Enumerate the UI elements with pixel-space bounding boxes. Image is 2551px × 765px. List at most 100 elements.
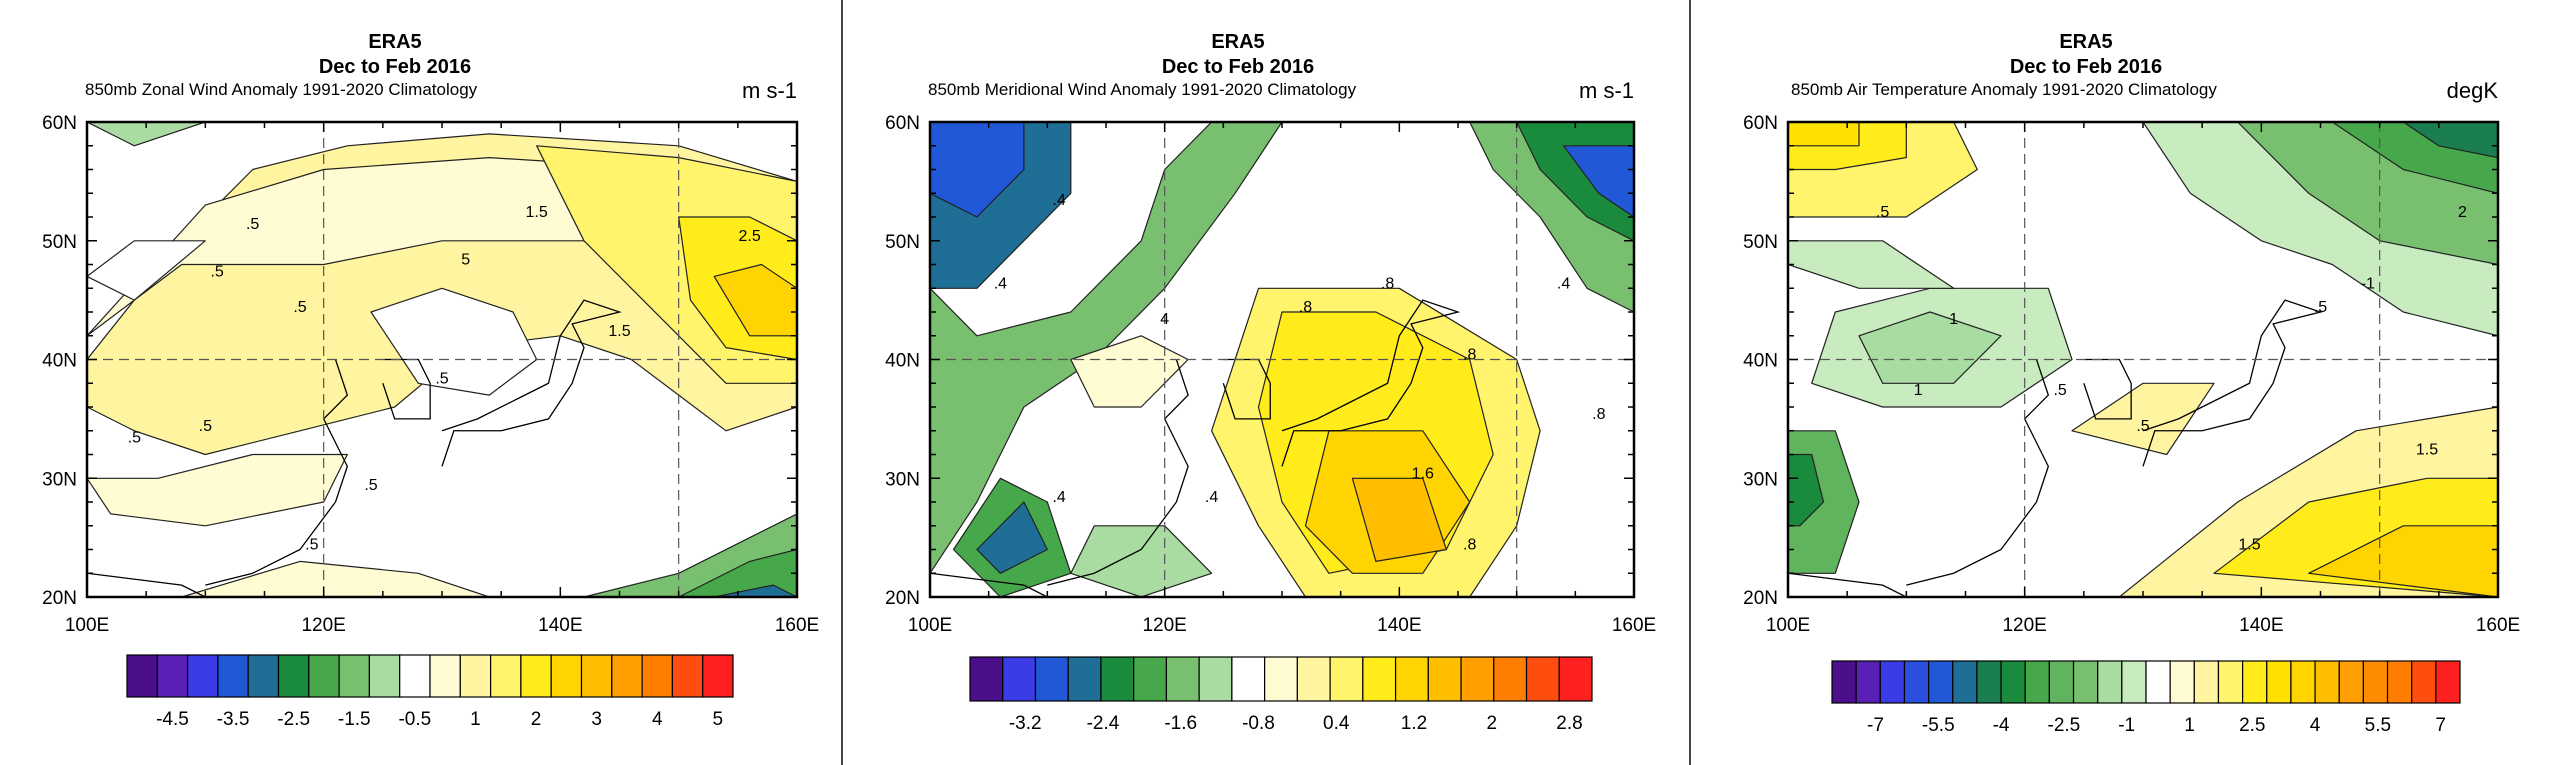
anomaly-region bbox=[713, 584, 797, 597]
contour-label: .5 bbox=[210, 263, 223, 280]
panel-divider bbox=[841, 0, 843, 765]
dataset-title: ERA5 bbox=[368, 31, 421, 53]
coastline bbox=[930, 572, 1048, 597]
y-tick-label: 20N bbox=[1743, 588, 1778, 609]
contour-label: .4 bbox=[1052, 489, 1065, 506]
colorbar-label: 1.2 bbox=[1401, 713, 1427, 734]
colorbar-box bbox=[2169, 660, 2195, 704]
y-tick-label: 50N bbox=[885, 232, 920, 253]
anomaly-region bbox=[2402, 122, 2498, 159]
colorbar-box bbox=[490, 654, 522, 698]
contour-label: .4 bbox=[994, 275, 1007, 292]
colorbar-box bbox=[611, 654, 643, 698]
colorbar-box bbox=[1394, 656, 1429, 702]
colorbar-label: 0.4 bbox=[1323, 713, 1350, 734]
contour-label: .5 bbox=[364, 477, 377, 494]
colorbar-box bbox=[1855, 660, 1881, 704]
colorbar-box bbox=[1903, 660, 1930, 704]
colorbar-label: 4 bbox=[2310, 715, 2321, 736]
colorbar-box bbox=[2048, 660, 2075, 704]
colorbar-label: -4.5 bbox=[156, 709, 189, 730]
anomaly-region bbox=[1351, 477, 1447, 563]
colorbar-box bbox=[2411, 660, 2437, 704]
colorbar-box bbox=[308, 654, 340, 698]
colorbar-box bbox=[429, 654, 461, 698]
contour-label: .8 bbox=[1592, 406, 1605, 423]
contour-label: .5 bbox=[2314, 299, 2327, 316]
y-tick-label: 30N bbox=[1743, 469, 1778, 490]
contour-label: 1.5 bbox=[2416, 442, 2438, 459]
colorbar-box bbox=[217, 654, 249, 698]
colorbar-box bbox=[1231, 656, 1266, 702]
colorbar-box bbox=[2217, 660, 2244, 704]
variable-label: 850mb Meridional Wind Anomaly 1991-2020 … bbox=[928, 80, 1357, 99]
contour-label: .5 bbox=[246, 216, 259, 233]
contour-label: 1 bbox=[1949, 311, 1958, 328]
colorbar-box bbox=[1493, 656, 1528, 702]
colorbar-label: -0.5 bbox=[398, 709, 431, 730]
colorbar-box bbox=[1067, 656, 1102, 702]
season-title: Dec to Feb 2016 bbox=[1162, 56, 1314, 78]
contour-label: 1.5 bbox=[526, 204, 548, 221]
coastline bbox=[205, 359, 349, 586]
contour-label: .5 bbox=[199, 418, 212, 435]
contour-label: .8 bbox=[1299, 299, 1312, 316]
colorbar-box bbox=[1952, 660, 1978, 704]
anomaly-region bbox=[87, 453, 348, 527]
x-tick-label: 160E bbox=[775, 615, 819, 636]
y-tick-label: 60N bbox=[1743, 113, 1778, 134]
x-tick-label: 120E bbox=[2002, 615, 2046, 636]
contour-label: 1.5 bbox=[608, 323, 630, 340]
x-tick-label: 100E bbox=[1766, 615, 1810, 636]
colorbar-label: -4 bbox=[1993, 715, 2010, 736]
anomaly-region bbox=[1788, 240, 1955, 289]
contour-label: .5 bbox=[435, 370, 448, 387]
colorbar-box bbox=[2145, 660, 2171, 704]
colorbar-label: -2.5 bbox=[2048, 715, 2081, 736]
colorbar-box bbox=[1100, 656, 1135, 702]
y-tick-label: 50N bbox=[1743, 232, 1778, 253]
colorbar-label: -5.5 bbox=[1922, 715, 1955, 736]
anomaly-region bbox=[713, 263, 797, 337]
anomaly-region bbox=[678, 548, 797, 597]
shaded-field: .5 .5 .5 .5 1.5 2.5 .5 1.5 .5 5 .5 .5 bbox=[87, 122, 797, 597]
y-tick-label: 40N bbox=[1743, 351, 1778, 372]
anomaly-region bbox=[976, 501, 1048, 574]
coastline bbox=[1047, 359, 1189, 586]
colorbar-label: 5.5 bbox=[2365, 715, 2391, 736]
x-tick-label: 120E bbox=[301, 615, 345, 636]
contour-label: .4 bbox=[1052, 192, 1065, 209]
dataset-title: ERA5 bbox=[1211, 31, 1264, 53]
colorbar-box bbox=[247, 654, 280, 698]
colorbar-label: -1.5 bbox=[338, 709, 371, 730]
x-tick-label: 160E bbox=[1612, 615, 1656, 636]
y-tick-label: 50N bbox=[42, 232, 77, 253]
contour-label: .5 bbox=[128, 430, 141, 447]
colorbar-box bbox=[1034, 656, 1069, 702]
contour-label: .8 bbox=[1381, 275, 1394, 292]
colorbar-box bbox=[2193, 660, 2220, 704]
colorbar-box bbox=[126, 654, 158, 698]
anomaly-region bbox=[1562, 145, 1634, 218]
x-tick-label: 140E bbox=[1377, 615, 1421, 636]
colorbar-box bbox=[641, 654, 673, 698]
colorbar-label: -1 bbox=[2118, 715, 2135, 736]
colorbar-box bbox=[969, 656, 1004, 702]
anomaly-region bbox=[2071, 382, 2215, 456]
colorbar-label: -2.5 bbox=[277, 709, 310, 730]
units-label: m s-1 bbox=[1579, 78, 1634, 103]
colorbar-box bbox=[2314, 660, 2340, 704]
anomaly-region bbox=[1788, 122, 1860, 147]
colorbar-label: -3.2 bbox=[1009, 713, 1042, 734]
colorbar-label: 4 bbox=[652, 709, 663, 730]
colorbar-label: 5 bbox=[713, 709, 724, 730]
colorbar-box bbox=[2338, 660, 2364, 704]
colorbar-box bbox=[459, 654, 492, 698]
anomaly-region bbox=[181, 560, 490, 597]
panel-divider bbox=[1689, 0, 1691, 765]
anomaly-region bbox=[87, 240, 206, 301]
contour-label: 1 bbox=[1914, 382, 1923, 399]
colorbar-box bbox=[338, 654, 371, 698]
colorbar-box bbox=[580, 654, 613, 698]
x-tick-label: 100E bbox=[908, 615, 952, 636]
